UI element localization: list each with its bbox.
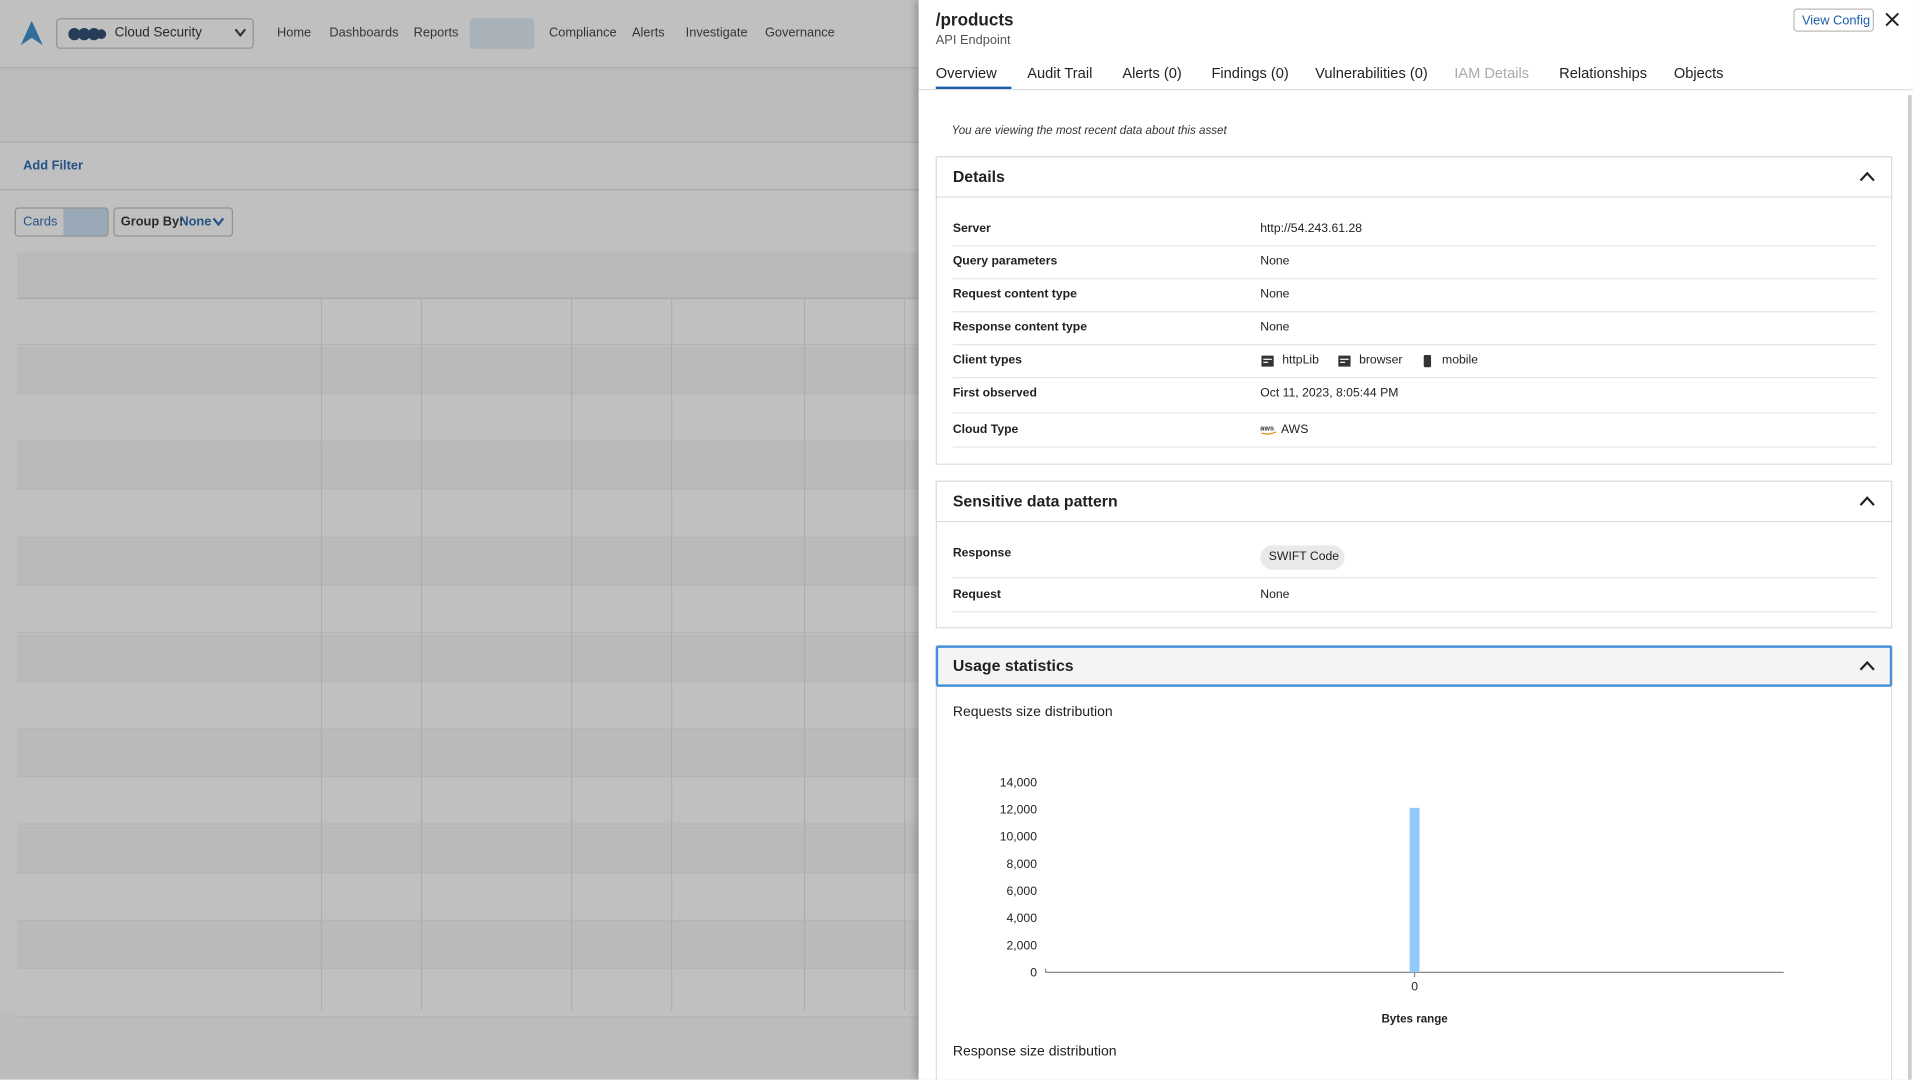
y-tick-label: 10,000: [1000, 830, 1037, 844]
bar-chart: 0 2,000 4,000 6,000 8,000 10,000 12,000 14,000 0…: [964, 756, 1818, 1037]
collapse-icon: [1859, 171, 1875, 182]
y-tick-label: 6,000: [1007, 884, 1038, 898]
drawer-tab: IAM Details: [1454, 63, 1529, 83]
collapse-icon: [1859, 660, 1875, 671]
view-config-label: View Config: [1802, 11, 1870, 31]
client-icon: [1420, 354, 1435, 369]
sensitive-label: Response: [953, 544, 1011, 564]
drawer-tab[interactable]: Audit Trail: [1027, 63, 1092, 83]
y-tick-label: 14,000: [1000, 775, 1037, 789]
detail-value: None: [1260, 318, 1289, 338]
drawer-subtitle: API Endpoint: [936, 31, 1011, 51]
detail-label: Response content type: [953, 318, 1087, 338]
y-tick-label: 8,000: [1007, 857, 1038, 871]
chart-title: Requests size distribution: [953, 703, 1113, 723]
row-separator: [953, 311, 1877, 312]
svg-text:aws: aws: [1260, 424, 1274, 433]
detail-label: Query parameters: [953, 253, 1057, 273]
detail-value: http://54.243.61.28: [1260, 220, 1362, 240]
y-tick-label: 0: [1030, 966, 1037, 980]
drawer-scrollbar: [1908, 95, 1912, 1080]
sensitive-value: None: [1260, 586, 1289, 606]
drawer-tab[interactable]: Findings (0): [1211, 63, 1288, 83]
row-separator: [953, 278, 1877, 279]
drawer-tab[interactable]: Relationships: [1559, 63, 1647, 83]
detail-value: Oct 11, 2023, 8:05:44 PM: [1260, 384, 1398, 404]
detail-label: Server: [953, 220, 991, 240]
row-separator: [953, 412, 1877, 413]
client-icon: [1260, 354, 1275, 369]
y-tick-label: 2,000: [1007, 938, 1038, 952]
client-type: httpLib: [1282, 351, 1319, 371]
client-type: browser: [1359, 351, 1402, 371]
detail-label: First observed: [953, 384, 1037, 404]
drawer-tab[interactable]: Alerts (0): [1122, 63, 1181, 83]
sensitive-label: Request: [953, 586, 1001, 606]
section-title: Details: [953, 167, 1005, 187]
detail-value: None: [1260, 253, 1289, 273]
overlay[interactable]: [0, 0, 919, 1080]
chip-label: SWIFT Code: [1269, 548, 1339, 568]
row-separator: [953, 611, 1877, 612]
row-separator: [953, 377, 1877, 378]
section-title: Sensitive data pattern: [953, 492, 1118, 512]
tabs-border: [919, 89, 1913, 90]
y-tick-label: 12,000: [1000, 802, 1037, 816]
detail-label: Cloud Type: [953, 421, 1019, 441]
collapse-icon: [1859, 495, 1875, 506]
x-axis-label: Bytes range: [1381, 1013, 1448, 1025]
detail-label: Request content type: [953, 285, 1077, 305]
section-title: Usage statistics: [953, 656, 1074, 676]
drawer-tab[interactable]: Objects: [1674, 63, 1724, 83]
close-icon: [1885, 12, 1900, 27]
detail-value: AWS: [1281, 421, 1308, 441]
row-separator: [953, 447, 1877, 448]
y-tick-label: 4,000: [1007, 911, 1038, 925]
bar: [1410, 808, 1420, 972]
drawer-tab[interactable]: Overview: [936, 63, 997, 83]
row-separator: [953, 245, 1877, 246]
section-header[interactable]: [936, 156, 1892, 197]
row-separator: [953, 344, 1877, 345]
client-type: mobile: [1442, 351, 1478, 371]
client-icon: [1337, 354, 1352, 369]
detail-label: Client types: [953, 351, 1022, 371]
x-tick-label: 0: [1411, 980, 1418, 994]
aws-icon: aws: [1260, 423, 1277, 435]
drawer-title: /products: [936, 10, 1014, 30]
detail-value: None: [1260, 285, 1289, 305]
row-separator: [953, 577, 1877, 578]
next-chart-title: Response size distribution: [953, 1042, 1117, 1062]
drawer-tab[interactable]: Vulnerabilities (0): [1315, 63, 1428, 83]
note: You are viewing the most recent data abo…: [952, 122, 1227, 142]
section-header[interactable]: [936, 645, 1892, 686]
